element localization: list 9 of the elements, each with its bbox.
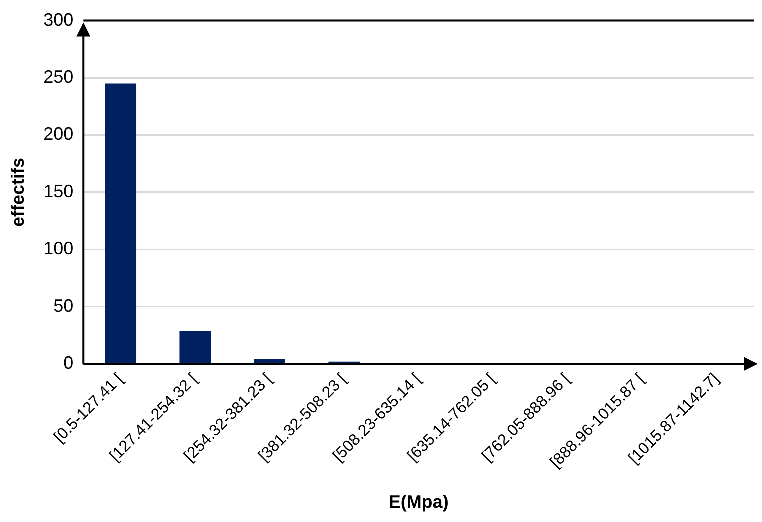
y-axis-title: effectifs [8,158,28,227]
x-axis-title: E(Mpa) [388,492,449,512]
y-tick-label: 50 [54,296,74,316]
y-tick-label: 300 [44,10,74,30]
y-tick-label: 150 [44,181,74,202]
y-tick-label: 100 [44,238,74,259]
y-tick-label: 0 [64,353,74,374]
y-tick-label: 250 [44,66,74,87]
y-tick-label: 200 [44,124,74,144]
